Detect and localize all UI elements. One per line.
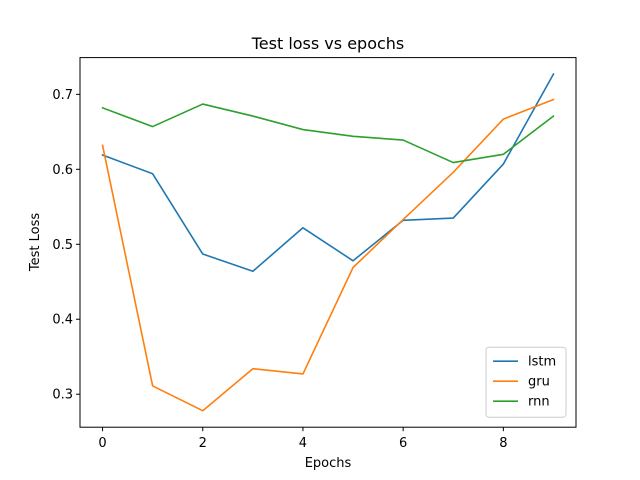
chart-title: Test loss vs epochs	[251, 34, 405, 53]
y-tick-label: 0.7	[52, 88, 73, 103]
series-line-gru	[101, 98, 555, 412]
y-tick-label: 0.5	[52, 238, 73, 253]
y-tick-label: 0.4	[52, 313, 73, 328]
legend-label-lstm: lstm	[528, 355, 556, 370]
legend-box	[485, 346, 567, 418]
legend-label-gru: gru	[528, 375, 550, 390]
legend: lstm gru rnn	[485, 346, 567, 418]
series-line-lstm	[101, 73, 555, 273]
y-tick-label: 0.6	[52, 163, 73, 178]
x-axis-title: Epochs	[305, 456, 352, 471]
plot-frame	[79, 57, 577, 428]
legend-label-rnn: rnn	[528, 395, 550, 410]
series-layer	[101, 73, 555, 412]
series-line-rnn	[101, 103, 555, 164]
x-tick-label: 4	[299, 436, 307, 451]
y-tick-label: 0.3	[52, 388, 73, 403]
y-axis-title: Test Loss	[28, 213, 43, 272]
y-axis-ticks: 0.3 0.4 0.5 0.6 0.7	[52, 88, 80, 403]
x-tick-label: 2	[199, 436, 207, 451]
x-tick-label: 8	[499, 436, 507, 451]
x-tick-label: 0	[98, 436, 106, 451]
x-axis-ticks: 0 2 4 6 8	[98, 427, 507, 451]
x-tick-label: 6	[399, 436, 407, 451]
